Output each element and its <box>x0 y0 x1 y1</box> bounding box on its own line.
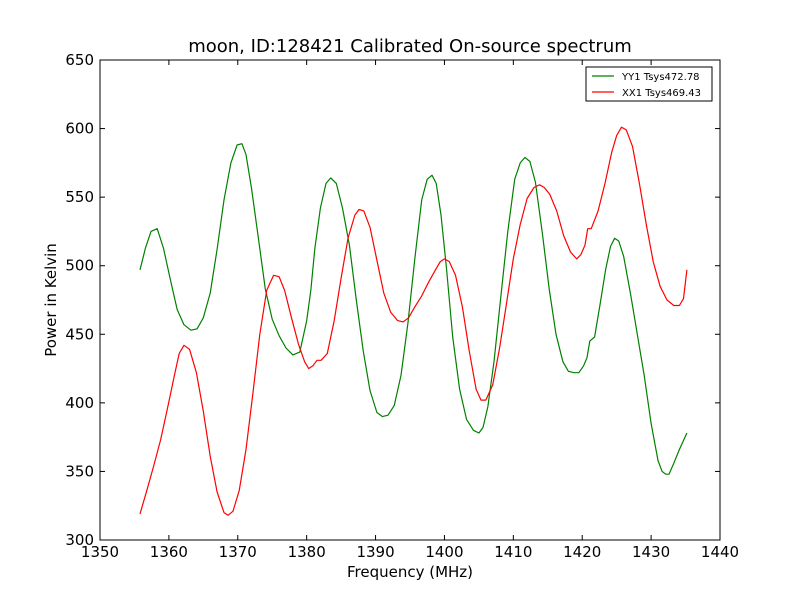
ticks-layer: 1350 1360 1370 1380 1390 1400 1410 1420 1430 1440… <box>65 51 739 561</box>
x-tick-label: 1420 <box>563 543 601 561</box>
x-tick-label: 1390 <box>356 543 394 561</box>
y-tick-label: 550 <box>65 188 94 206</box>
y-tick-label: 350 <box>65 462 94 480</box>
legend: YY1 Tsys472.78 XX1 Tsys469.43 <box>585 66 713 102</box>
legend-box <box>585 66 713 102</box>
y-tick-label: 600 <box>65 120 94 138</box>
x-tick-label: 1440 <box>701 543 739 561</box>
y-tick-label: 450 <box>65 325 94 343</box>
legend-label-xx1: XX1 Tsys469.43 <box>622 88 701 99</box>
plot-frame <box>99 59 721 541</box>
x-tick-label: 1370 <box>219 543 257 561</box>
x-tick-label: 1350 <box>81 543 119 561</box>
x-tick-label: 1360 <box>150 543 188 561</box>
y-tick-label: 500 <box>65 257 94 275</box>
series-line-0 <box>139 143 688 475</box>
x-tick-label: 1410 <box>494 543 532 561</box>
y-tick-label: 300 <box>65 531 94 549</box>
x-tick-label: 1380 <box>288 543 326 561</box>
x-tick-label: 1430 <box>632 543 670 561</box>
series-line-1 <box>139 126 688 516</box>
chart-title: moon, ID:128421 Calibrated On-source spe… <box>188 36 632 57</box>
y-tick-label: 650 <box>65 51 94 69</box>
y-tick-label: 400 <box>65 394 94 412</box>
x-tick-label: 1400 <box>425 543 463 561</box>
legend-label-yy1: YY1 Tsys472.78 <box>621 72 700 83</box>
series-layer <box>139 126 688 516</box>
y-axis-label: Power in Kelvin <box>42 243 60 357</box>
x-axis-label: Frequency (MHz) <box>347 563 473 581</box>
